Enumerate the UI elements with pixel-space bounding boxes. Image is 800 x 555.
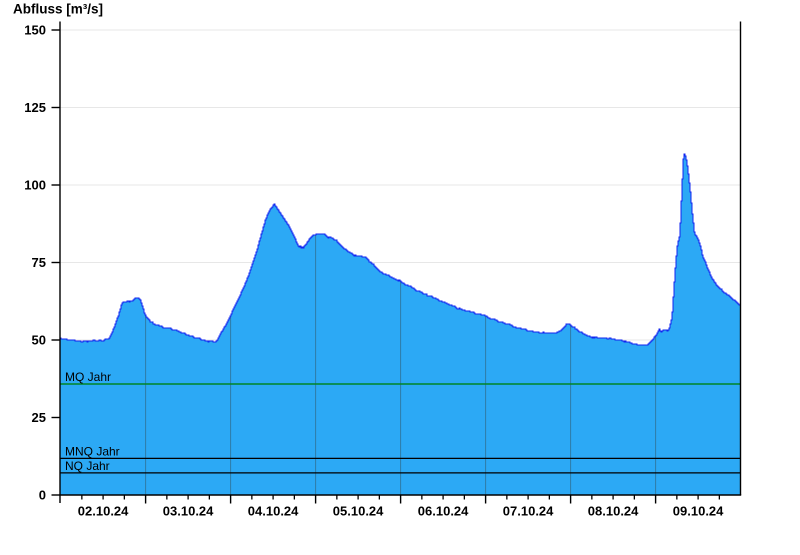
svg-text:06.10.24: 06.10.24 — [418, 504, 469, 519]
svg-text:03.10.24: 03.10.24 — [163, 504, 214, 519]
svg-text:05.10.24: 05.10.24 — [333, 504, 384, 519]
svg-text:02.10.24: 02.10.24 — [78, 504, 129, 519]
svg-text:07.10.24: 07.10.24 — [503, 504, 554, 519]
svg-text:08.10.24: 08.10.24 — [588, 504, 639, 519]
svg-text:04.10.24: 04.10.24 — [248, 504, 299, 519]
svg-text:NQ Jahr: NQ Jahr — [65, 459, 110, 473]
svg-text:MQ Jahr: MQ Jahr — [65, 370, 111, 384]
svg-text:75: 75 — [32, 255, 46, 270]
svg-text:MNQ Jahr: MNQ Jahr — [65, 445, 120, 459]
svg-text:Abfluss [m³/s]: Abfluss [m³/s] — [13, 2, 103, 17]
svg-text:100: 100 — [24, 178, 46, 193]
svg-text:50: 50 — [32, 333, 46, 348]
svg-text:09.10.24: 09.10.24 — [673, 504, 724, 519]
svg-text:125: 125 — [24, 100, 46, 115]
svg-text:25: 25 — [32, 410, 46, 425]
svg-text:150: 150 — [24, 23, 46, 38]
svg-text:0: 0 — [39, 488, 46, 503]
